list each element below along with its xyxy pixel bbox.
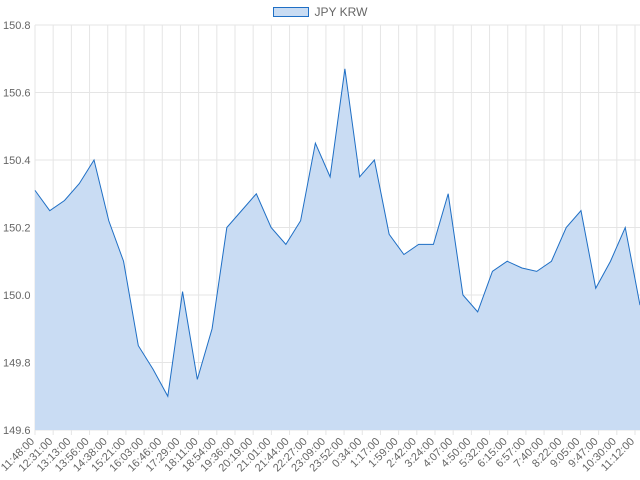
series-line (34, 68, 640, 398)
y-tick-label: 150.6 (3, 88, 31, 100)
y-tick-label: 150.0 (3, 290, 31, 302)
chart-legend[interactable]: JPY KRW (0, 5, 640, 19)
legend-label: JPY KRW (314, 5, 368, 19)
x-axis-ticks: 11:48:0012:31:0013:13:0013:56:0014:38:00… (0, 436, 637, 475)
y-tick-label: 149.8 (3, 358, 31, 370)
legend-swatch (272, 7, 309, 17)
y-axis-ticks: 149.6 149.8 150.0 150.2 150.4 150.6 150.8 (3, 20, 31, 437)
y-tick-label: 149.6 (3, 425, 31, 437)
y-tick-label: 150.2 (3, 223, 31, 235)
y-tick-label: 150.4 (3, 155, 31, 167)
series-area (35, 68, 640, 430)
y-tick-label: 150.8 (3, 20, 31, 32)
